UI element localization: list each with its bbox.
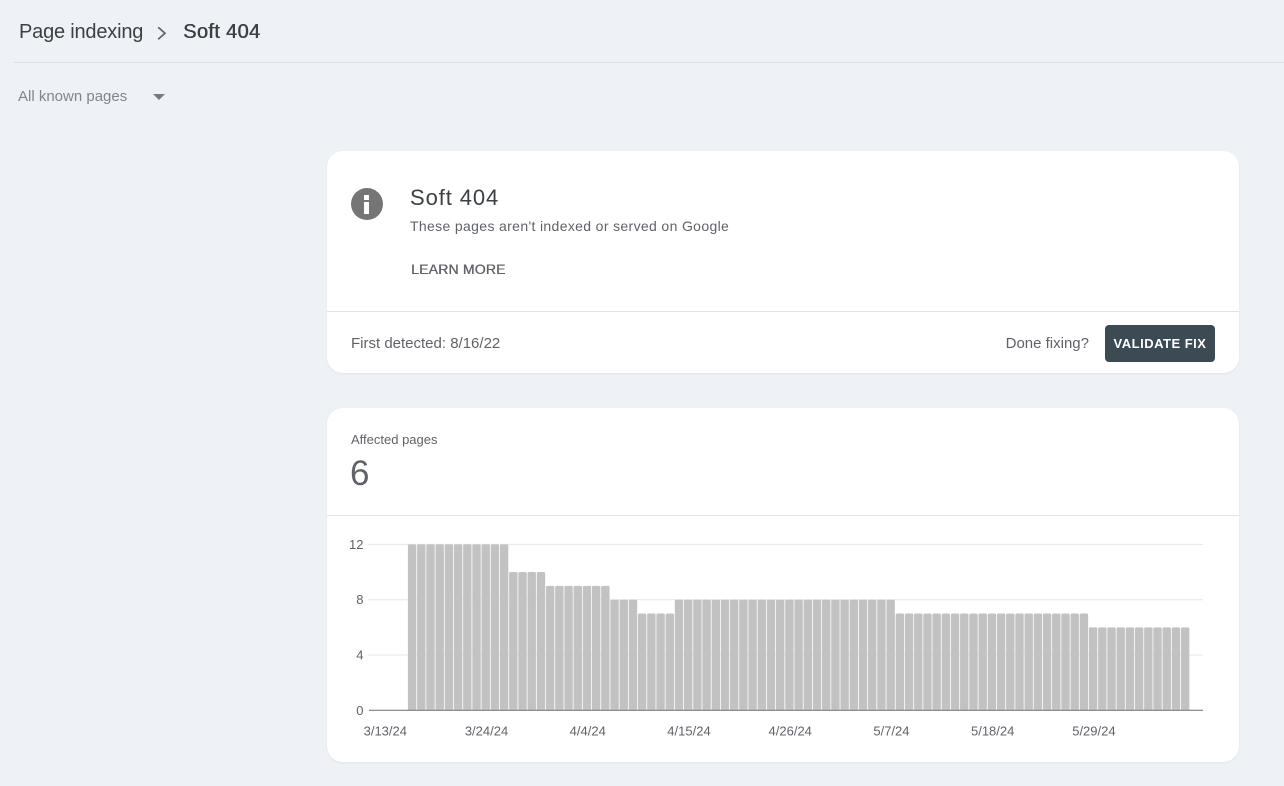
svg-text:5/18/24: 5/18/24	[971, 723, 1014, 738]
svg-text:0: 0	[356, 703, 363, 718]
svg-text:3/13/24: 3/13/24	[364, 723, 407, 738]
svg-text:4/4/24: 4/4/24	[570, 723, 606, 738]
svg-text:4: 4	[356, 648, 363, 663]
svg-text:3/24/24: 3/24/24	[465, 723, 508, 738]
svg-text:5/7/24: 5/7/24	[873, 723, 909, 738]
svg-text:5/29/24: 5/29/24	[1072, 723, 1115, 738]
svg-text:12: 12	[349, 537, 363, 552]
svg-text:8: 8	[356, 592, 363, 607]
svg-text:4/26/24: 4/26/24	[769, 723, 812, 738]
svg-text:4/15/24: 4/15/24	[667, 723, 710, 738]
